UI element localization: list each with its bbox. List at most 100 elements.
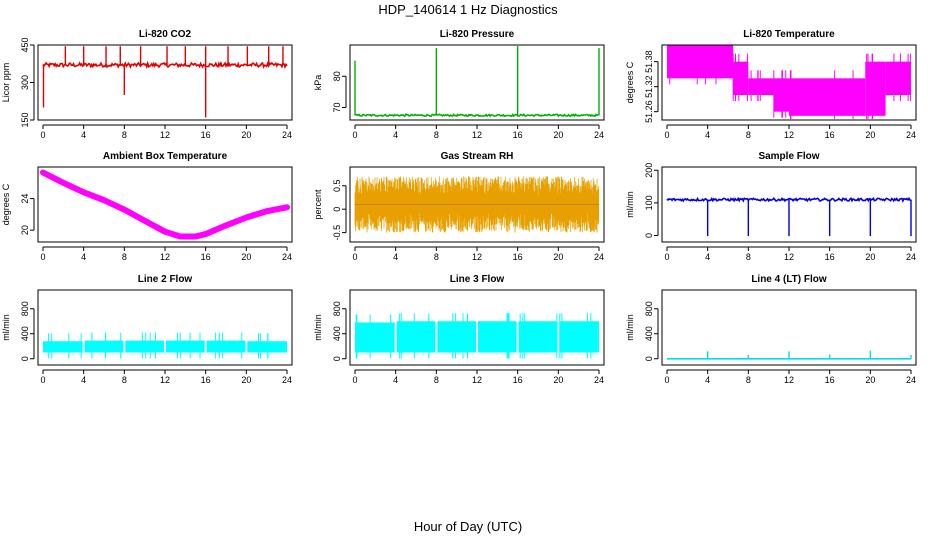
plot-frame [37,289,293,366]
x-tick-label: 0 [40,252,45,262]
x-tick-label: 12 [472,375,482,385]
x-tick-label: 0 [352,130,357,140]
band-mark [773,78,789,112]
x-tick-label: 8 [746,252,751,262]
band-mark [885,61,911,95]
data-layer [40,169,290,240]
x-tick-label: 16 [825,252,835,262]
plot-frame [349,166,605,243]
panel-1: Li-820 CO2 0 4 8 12 16 20 24 150 300 450 Licor ppm [1,29,293,140]
x-tick-label: 24 [594,130,604,140]
x-tick-label: 24 [594,252,604,262]
x-tick-label: 4 [705,130,710,140]
y-tick-label: 80 [332,71,342,81]
panel-title: Line 4 (LT) Flow [751,274,827,285]
band-mark [559,321,599,353]
x-tick-label: 4 [81,375,86,385]
y-tick-label: 800 [20,301,30,316]
x-tick-label: 16 [825,130,835,140]
panel-title: Gas Stream RH [441,151,514,162]
x-tick-label: 4 [393,252,398,262]
y-tick-label: 20 [20,225,30,235]
x-tick-label: 4 [81,252,86,262]
x-tick-label: 8 [746,375,751,385]
panel-9: Line 4 (LT) Flow 0 4 8 12 16 20 24 0 400 800 ml/min [625,274,917,385]
y-axis-label: percent [313,189,323,220]
band-mark [206,340,246,353]
x-tick-label: 8 [122,252,127,262]
y-axis-label: ml/min [313,314,323,341]
x-tick-label: 8 [434,252,439,262]
y-tick-label: 70 [332,102,342,112]
y-tick-label: 300 [20,75,30,90]
y-axis-label: kPa [313,75,323,91]
band-mark [437,321,476,353]
x-tick-label: 20 [865,252,875,262]
panel-title: Li-820 Temperature [743,29,835,40]
y-tick-label: 51.38 [644,50,654,73]
x-tick-label: 20 [865,130,875,140]
band-mark [43,341,83,353]
band-mark [355,322,395,353]
plot-frame [661,44,917,121]
y-tick-label: 0 [20,356,30,361]
y-tick-label: 0 [644,233,654,238]
y-tick-label: 51.26 [644,100,654,123]
y-tick-label: -0.5 [332,225,342,241]
y-tick-label: 0 [332,356,342,361]
y-tick-label: 0 [644,356,654,361]
y-tick-label: 0.5 [332,179,342,192]
x-tick-label: 8 [434,130,439,140]
x-tick-label: 12 [784,130,794,140]
x-tick-label: 20 [553,252,563,262]
x-tick-label: 24 [906,375,916,385]
y-axis-label: Licor ppm [1,63,11,103]
x-tick-label: 24 [906,252,916,262]
band-mark [478,321,517,353]
x-tick-label: 12 [160,130,170,140]
x-tick-label: 4 [393,130,398,140]
y-tick-label: 51.32 [644,75,654,98]
x-axis-caption: Hour of Day (UTC) [413,519,523,534]
x-tick-label: 16 [513,252,523,262]
y-tick-label: 450 [20,37,30,52]
plot-frame [37,166,293,243]
y-axis-label: ml/min [625,314,635,341]
y-axis-label: ml/min [1,314,11,341]
band-mark [166,340,205,353]
x-tick-label: 12 [784,375,794,385]
x-tick-label: 4 [393,375,398,385]
band-mark [354,176,600,233]
plot-frame [661,166,917,243]
x-tick-label: 4 [705,252,710,262]
x-tick-label: 0 [40,130,45,140]
x-tick-label: 20 [553,130,563,140]
data-layer [355,313,599,359]
x-tick-label: 12 [472,252,482,262]
x-tick-label: 8 [434,375,439,385]
band-mark [733,61,749,95]
panel-7: Line 2 Flow 0 4 8 12 16 20 24 0 400 800 ml/min [1,274,293,385]
panel-2: Li-820 Pressure 0 4 8 12 16 20 24 70 80 kPa [313,29,605,140]
panel-4: Ambient Box Temperature 0 4 8 12 16 20 24 20 24 de… [1,151,293,262]
y-tick-label: 200 [644,163,654,178]
x-tick-label: 16 [513,375,523,385]
x-tick-label: 20 [241,130,251,140]
data-layer [667,45,911,119]
plot-frame [37,44,293,121]
panel-title: Sample Flow [758,151,819,162]
x-tick-label: 16 [825,375,835,385]
plot-frame [349,44,605,121]
data-layer [354,176,600,233]
x-tick-label: 24 [282,130,292,140]
x-tick-label: 8 [746,130,751,140]
panel-title: Line 3 Flow [450,274,505,285]
x-tick-label: 20 [865,375,875,385]
y-tick-label: 150 [20,112,30,127]
y-tick-label: 400 [332,326,342,341]
band-mark [84,340,124,353]
data-layer [666,196,912,237]
band-mark [247,341,287,353]
data-layer [667,350,912,360]
